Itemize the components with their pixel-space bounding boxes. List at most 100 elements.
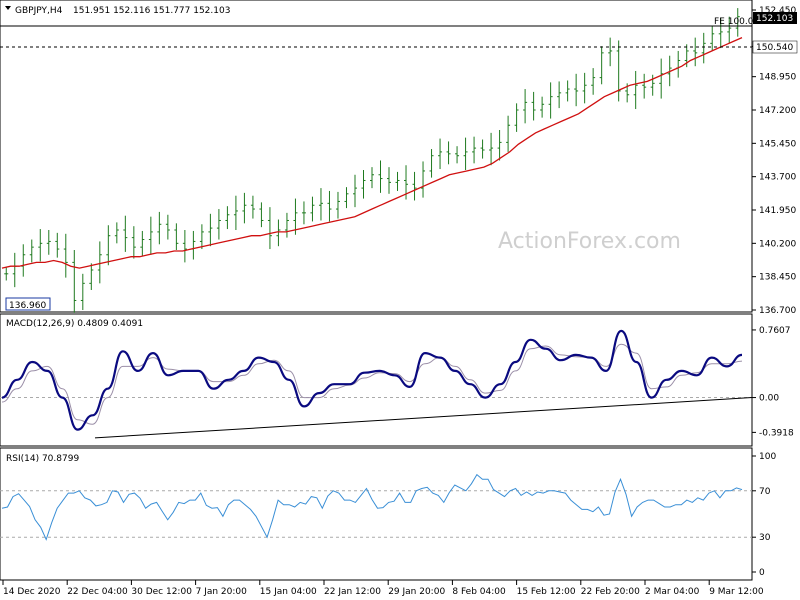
current-price-label: 152.103	[756, 14, 793, 24]
time-axis: 14 Dec 2020 22 Dec 04:00 30 Dec 12:00 7 Jan…	[2, 580, 764, 597]
ohlc-values: 151.951 152.116 151.777 152.103	[73, 6, 230, 16]
time-tick-label: 15 Jan 04:00	[260, 587, 317, 597]
price-bar	[106, 225, 111, 266]
price-bar	[157, 211, 162, 245]
price-bar	[131, 226, 136, 259]
price-bar	[395, 171, 400, 191]
watermark: ActionForex.com	[498, 229, 681, 254]
price-bar	[140, 230, 145, 256]
price-bar	[463, 137, 468, 170]
price-bar	[352, 174, 357, 208]
price-bar	[276, 219, 281, 247]
price-tick-label: 138.450	[759, 273, 796, 283]
macd-axis: 0.7607 0.00 -0.3918	[752, 326, 794, 438]
macd-signal-line	[1, 343, 743, 425]
rsi-tick-label: 100	[759, 452, 776, 462]
price-bar	[225, 206, 230, 230]
price-panel[interactable]	[0, 0, 753, 313]
time-tick-label: 29 Jan 20:00	[388, 587, 445, 597]
price-bar	[701, 32, 706, 64]
price-bar	[361, 170, 366, 199]
price-bar	[89, 263, 94, 290]
time-tick-label: 8 Feb 04:00	[452, 587, 506, 597]
macd-title: MACD(12,26,9) 0.4809 0.4091	[6, 319, 143, 329]
price-bar	[642, 73, 647, 99]
price-bar	[735, 8, 740, 37]
price-bar	[199, 224, 204, 250]
price-bar	[591, 68, 596, 95]
rsi-axis: 100 70 30 0	[752, 452, 776, 578]
price-bar	[123, 215, 128, 252]
price-bar	[446, 141, 451, 165]
rsi-layer	[0, 473, 752, 541]
macd-layer	[0, 329, 753, 439]
sma-line	[1, 37, 743, 269]
price-bar	[250, 195, 255, 219]
price-bar	[97, 241, 102, 284]
price-bar	[599, 46, 604, 85]
price-bar	[284, 212, 289, 238]
price-bar	[565, 80, 570, 102]
price-bar	[429, 149, 434, 178]
price-bar	[267, 207, 272, 250]
price-bar	[293, 198, 298, 235]
price-bar	[182, 230, 187, 263]
rsi-tick-label: 70	[759, 487, 771, 497]
price-bar	[718, 17, 723, 49]
price-bar	[148, 216, 153, 255]
rsi-line	[1, 473, 743, 541]
price-bar	[174, 223, 179, 250]
price-bar	[472, 136, 477, 164]
rsi-tick-label: 0	[759, 568, 765, 578]
price-bar	[318, 188, 323, 221]
price-bar	[242, 192, 247, 224]
low-price-marker[interactable]: 136.960	[5, 297, 51, 311]
price-bar	[327, 190, 332, 222]
price-bar	[412, 171, 417, 201]
price-bar	[582, 72, 587, 104]
price-bar	[378, 160, 383, 193]
fib-label: FE 100.0	[714, 17, 754, 27]
price-tick-label: 136.700	[759, 306, 796, 316]
price-tick-label: 145.450	[759, 139, 796, 149]
price-bar	[335, 191, 340, 219]
price-bar	[616, 40, 621, 102]
price-bar	[514, 103, 519, 132]
time-tick-label: 22 Feb 20:00	[581, 587, 640, 597]
rsi-tick-label: 30	[759, 533, 771, 543]
price-tick-label: 143.700	[759, 173, 796, 183]
rsi-panel[interactable]	[0, 447, 753, 581]
price-bar	[506, 115, 511, 152]
rsi-title: RSI(14) 70.8799	[6, 454, 79, 464]
price-tick-label: 147.200	[759, 106, 796, 116]
low-price-label: 136.960	[9, 301, 46, 311]
price-bar	[693, 37, 698, 67]
macd-tick-label: 0.00	[759, 394, 779, 404]
time-tick-label: 30 Dec 12:00	[131, 587, 192, 597]
level-price-label: 150.540	[756, 43, 793, 53]
price-bar	[208, 213, 213, 247]
price-bar	[455, 146, 460, 164]
price-bar	[480, 139, 485, 159]
time-tick-label: 7 Jan 20:00	[196, 587, 248, 597]
price-axis: 152.450 150.540 148.950 147.200 145.450 143.7…	[752, 6, 796, 316]
macd-main-line	[1, 329, 743, 431]
macd-trendline[interactable]	[94, 397, 753, 439]
price-tick-label: 141.950	[759, 206, 796, 216]
dropdown-triangle-icon[interactable]	[5, 6, 11, 10]
price-bar	[55, 232, 60, 258]
price-bar	[301, 201, 306, 225]
price-bar	[531, 91, 536, 121]
price-bar	[38, 229, 43, 262]
symbol-label: GBPJPY,H4	[15, 6, 63, 16]
macd-tick-label: -0.3918	[759, 428, 794, 438]
current-price-badge: 152.103	[753, 12, 797, 24]
time-tick-label: 14 Dec 2020	[3, 587, 61, 597]
price-tick-label: 152.450	[759, 6, 796, 16]
time-tick-label: 22 Dec 04:00	[67, 587, 128, 597]
price-bar	[80, 273, 85, 310]
price-bar	[29, 239, 34, 263]
price-bar	[63, 233, 68, 278]
price-bar	[72, 250, 77, 313]
